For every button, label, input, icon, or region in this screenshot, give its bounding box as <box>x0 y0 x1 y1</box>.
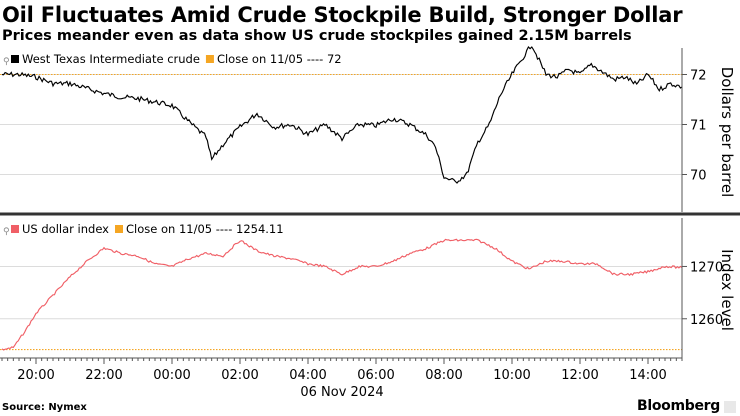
oil-price-line <box>1 46 683 184</box>
x-tick-label: 20:00 <box>17 368 54 383</box>
dxy-legend-series: US dollar index <box>22 222 109 236</box>
oil-axis-label: Dollars per barrel <box>718 67 736 198</box>
source-note: Source: Nymex <box>2 402 87 413</box>
dxy-ytick-label: 1270 <box>690 260 723 275</box>
oil-ytick-label: 70 <box>690 169 707 184</box>
oil-ytick-label: 71 <box>690 119 707 134</box>
dxy-legend-pin-icon: ⚲ <box>3 227 10 237</box>
dxy-axis-label: Index level <box>718 249 736 331</box>
oil-ytick-label: 72 <box>690 69 707 84</box>
dollar-index-line <box>1 238 683 351</box>
oil-legend-bg <box>2 52 290 70</box>
dxy-ytick-label: 1260 <box>690 313 723 328</box>
x-tick-label: 22:00 <box>85 368 122 383</box>
logo-square-icon <box>724 401 736 413</box>
bloomberg-logo: Bloomberg <box>636 398 720 414</box>
dxy-legend-close: Close on 11/05 ---- 1254.11 <box>126 222 284 236</box>
x-tick-label: 02:00 <box>221 368 258 383</box>
x-tick-label: 10:00 <box>493 368 530 383</box>
x-tick-label: 04:00 <box>289 368 326 383</box>
x-date-label: 06 Nov 2024 <box>300 385 383 400</box>
chart-subtitle: Prices meander even as data show US crud… <box>2 28 632 44</box>
oil-legend-close: Close on 11/05 ---- 72 <box>217 52 342 66</box>
oil-legend-pin-icon: ⚲ <box>3 57 10 67</box>
x-tick-label: 12:00 <box>561 368 598 383</box>
x-tick-label: 00:00 <box>153 368 190 383</box>
oil-legend-close-swatch <box>205 55 214 63</box>
oil-legend-series: West Texas Intermediate crude <box>22 52 200 66</box>
dxy-legend-close-swatch <box>115 225 123 233</box>
x-tick-label: 14:00 <box>629 368 666 383</box>
x-tick-label: 06:00 <box>357 368 394 383</box>
x-tick-label: 08:00 <box>425 368 462 383</box>
chart-title: Oil Fluctuates Amid Crude Stockpile Buil… <box>2 3 683 27</box>
dxy-legend-swatch <box>11 225 19 233</box>
oil-legend-swatch <box>11 55 19 63</box>
dxy-legend-bg <box>2 222 290 240</box>
